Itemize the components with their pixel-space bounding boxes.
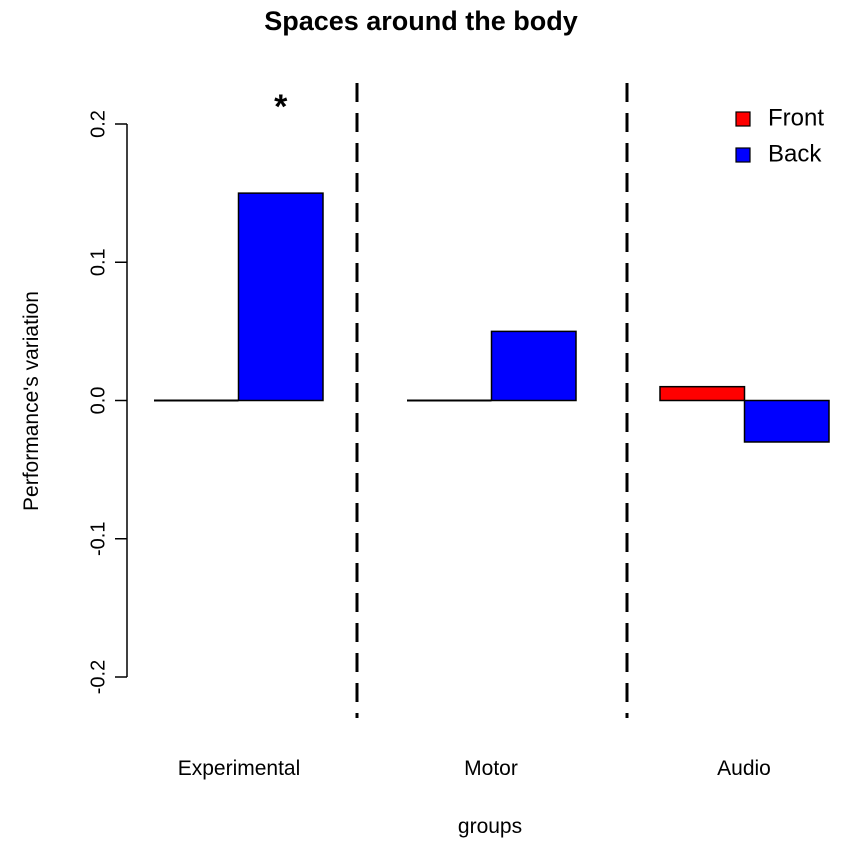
x-tick-label: Motor: [464, 757, 518, 780]
bar-back: [743, 399, 830, 443]
x-tick-label: Audio: [717, 757, 771, 780]
bar-back: [237, 192, 324, 402]
significance-annotation: *: [274, 88, 288, 126]
legend-swatch-back: [735, 147, 751, 163]
x-tick-label: Experimental: [178, 757, 301, 780]
bar-back: [490, 330, 577, 402]
chart-title: Spaces around the body: [264, 6, 578, 36]
legend-label-front: Front: [768, 104, 824, 131]
bar-front: [659, 385, 746, 402]
y-tick-label: 0.1: [87, 248, 109, 276]
legend-swatch-front: [735, 111, 751, 127]
y-tick-label: -0.1: [87, 522, 109, 556]
y-tick-label: -0.2: [87, 660, 109, 694]
y-tick-label: 0.0: [87, 387, 109, 415]
legend-label-back: Back: [768, 140, 822, 167]
x-axis-label: groups: [457, 815, 523, 838]
y-tick-label: 0.2: [87, 110, 109, 138]
